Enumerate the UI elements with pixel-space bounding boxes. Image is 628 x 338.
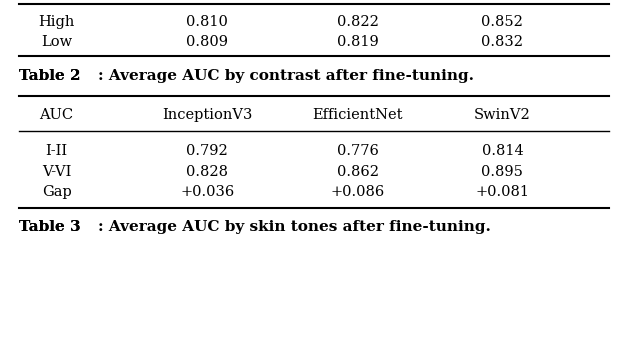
Text: Table 2: Average AUC by contrast after fine-tuning.: Table 2: Average AUC by contrast after f… [19,69,417,83]
Text: Gap: Gap [41,185,72,199]
Text: InceptionV3: InceptionV3 [162,108,252,122]
Text: Table 2: Table 2 [19,69,80,83]
Text: 0.776: 0.776 [337,144,379,158]
Text: High: High [38,15,75,29]
Text: 0.832: 0.832 [482,35,523,49]
Text: V-VI: V-VI [42,165,71,179]
Text: 0.792: 0.792 [187,144,228,158]
Text: 0.819: 0.819 [337,35,379,49]
Text: I-II: I-II [45,144,68,158]
Text: 0.810: 0.810 [187,15,228,29]
Text: Table 3: Table 3 [19,220,80,234]
Text: Low: Low [41,35,72,49]
Text: 0.895: 0.895 [482,165,523,179]
Text: : Average AUC by skin tones after fine-tuning.: : Average AUC by skin tones after fine-t… [99,220,491,234]
Text: SwinV2: SwinV2 [474,108,531,122]
Text: +0.086: +0.086 [331,185,385,199]
Text: +0.036: +0.036 [180,185,234,199]
Text: : Average AUC by contrast after fine-tuning.: : Average AUC by contrast after fine-tun… [98,69,474,83]
Text: 0.852: 0.852 [482,15,523,29]
Text: Table 2: Table 2 [19,69,80,83]
Text: 0.862: 0.862 [337,165,379,179]
Text: 0.828: 0.828 [187,165,228,179]
Text: AUC: AUC [40,108,73,122]
Text: +0.081: +0.081 [475,185,529,199]
Text: 0.809: 0.809 [187,35,228,49]
Text: 0.822: 0.822 [337,15,379,29]
Text: Table 3: Table 3 [19,220,80,234]
Text: EfficientNet: EfficientNet [313,108,403,122]
Text: 0.814: 0.814 [482,144,523,158]
